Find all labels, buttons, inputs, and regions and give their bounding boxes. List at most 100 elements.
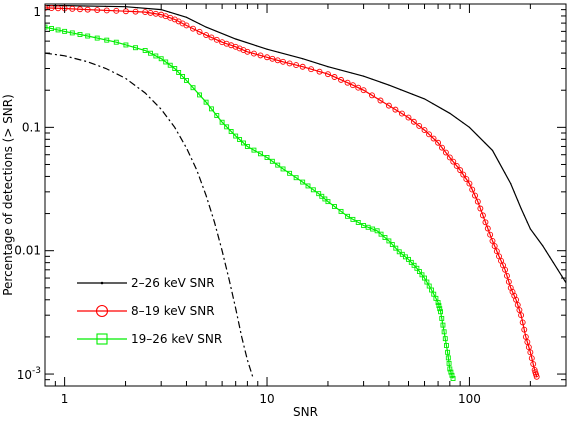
series-8–19	[45, 4, 540, 380]
data-point	[113, 7, 120, 14]
data-point	[244, 48, 251, 55]
data-point	[519, 319, 526, 326]
y-tick-label: 10-3	[17, 366, 41, 382]
data-point	[430, 135, 437, 142]
data-point	[244, 144, 250, 149]
data-point	[513, 296, 520, 303]
data-point	[331, 74, 338, 80]
data-point	[362, 75, 365, 77]
x-tick-label: 100	[458, 392, 481, 406]
data-point	[203, 32, 210, 39]
data-point	[484, 225, 491, 232]
data-point	[396, 249, 402, 255]
data-point	[355, 84, 362, 91]
data-point	[233, 133, 239, 139]
data-point	[310, 187, 316, 193]
tick-layer	[44, 3, 567, 387]
data-point	[184, 78, 189, 83]
data-point	[237, 137, 243, 142]
data-point	[504, 171, 506, 174]
data-point	[286, 60, 293, 67]
legend-entry: 2–26 keV SNR	[77, 276, 215, 290]
data-point	[198, 23, 201, 25]
data-point	[360, 87, 367, 94]
data-point	[258, 151, 263, 157]
data-point	[416, 269, 422, 275]
data-point	[450, 376, 456, 381]
data-point	[369, 92, 375, 99]
data-point	[152, 10, 159, 17]
data-point	[476, 134, 478, 136]
data-point	[142, 48, 148, 53]
data-point	[339, 69, 341, 71]
data-point	[504, 272, 510, 279]
data-point	[528, 355, 535, 362]
data-point	[523, 214, 525, 216]
data-point	[561, 275, 563, 277]
data-point	[438, 309, 444, 315]
data-point	[280, 58, 286, 65]
data-point	[84, 6, 91, 13]
data-point	[365, 224, 371, 230]
data-point	[197, 92, 203, 98]
data-point	[245, 41, 247, 44]
y-tick-label: 0.1	[22, 120, 41, 134]
data-point	[302, 58, 304, 60]
data-point	[224, 124, 230, 130]
data-point	[228, 129, 234, 134]
data-point	[517, 199, 519, 201]
data-point	[414, 265, 420, 271]
data-point	[251, 147, 257, 153]
data-point	[557, 268, 559, 270]
data-point	[305, 183, 311, 189]
data-point	[489, 237, 496, 244]
data-point	[45, 4, 48, 11]
data-point	[275, 162, 281, 168]
data-point	[45, 24, 48, 30]
data-point	[389, 242, 395, 247]
data-point	[322, 196, 328, 202]
data-point	[437, 306, 443, 312]
data-point	[419, 272, 425, 278]
data-point	[205, 26, 207, 28]
data-point	[104, 37, 110, 43]
data-point	[439, 144, 445, 151]
data-point	[377, 97, 384, 104]
data-point	[447, 366, 453, 372]
data-point	[180, 74, 186, 79]
data-point	[526, 221, 528, 223]
data-point	[518, 312, 525, 319]
data-point	[308, 66, 315, 73]
data-point	[457, 167, 464, 174]
data-point	[158, 56, 164, 62]
data-point	[520, 207, 522, 210]
data-point	[455, 117, 457, 119]
data-point	[445, 349, 451, 355]
data-point	[310, 60, 312, 62]
data-point	[103, 7, 110, 14]
data-point	[123, 42, 129, 48]
data-point	[355, 220, 361, 225]
data-point	[148, 50, 153, 56]
data-point	[525, 344, 532, 351]
data-point	[402, 254, 408, 260]
data-point	[325, 71, 331, 78]
data-point	[527, 349, 534, 356]
data-point	[163, 59, 169, 65]
data-point	[493, 248, 500, 255]
data-point	[361, 223, 367, 228]
data-point	[502, 266, 509, 273]
label-layer: SNR Percentage of detections (> SNR) 1 10…	[1, 5, 481, 419]
data-point	[300, 179, 306, 185]
data-point	[472, 192, 478, 199]
data-point	[435, 139, 442, 146]
data-point	[351, 72, 353, 74]
data-point	[441, 329, 447, 335]
data-point	[169, 11, 171, 13]
data-point	[453, 162, 460, 169]
data-point	[319, 193, 325, 199]
data-point	[316, 191, 322, 197]
data-point	[408, 259, 414, 265]
data-point	[371, 78, 373, 80]
